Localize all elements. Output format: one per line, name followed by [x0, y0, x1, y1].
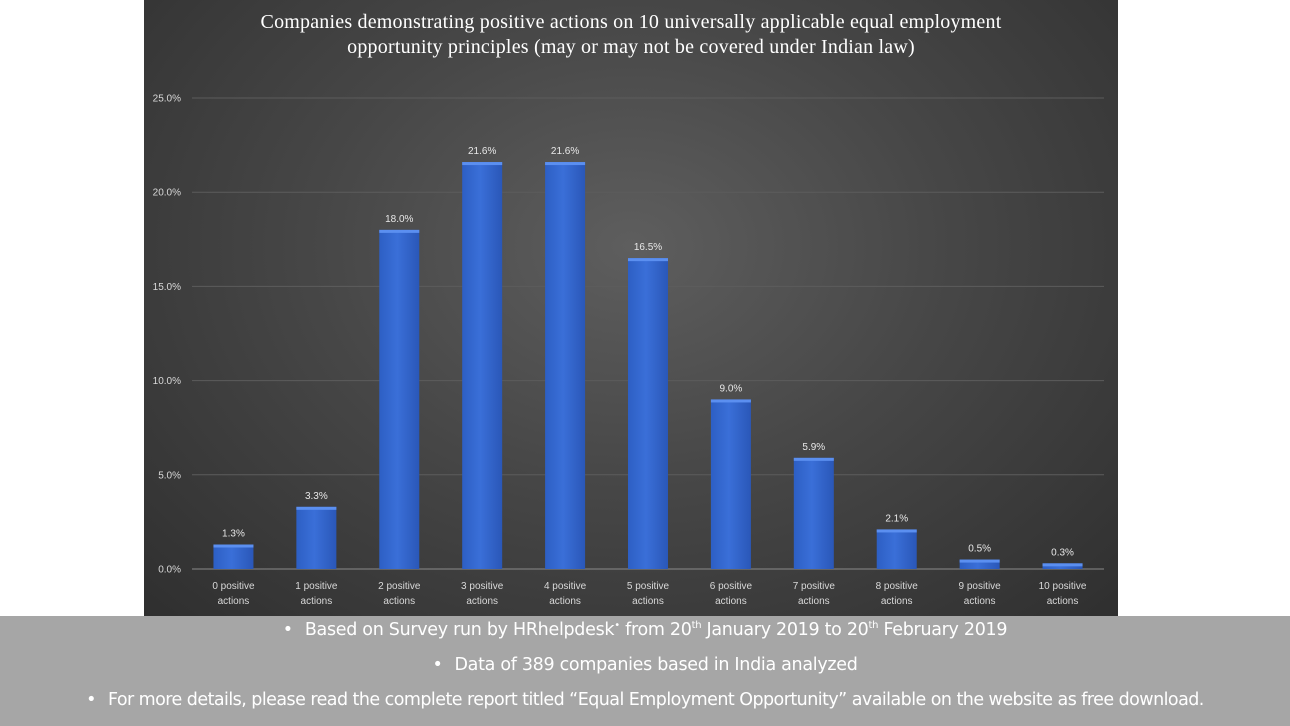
x-tick-label: 8 positive actions [876, 581, 919, 607]
x-tick-label: 2 positive actions [378, 581, 421, 607]
x-tick-label-line: actions [466, 596, 498, 607]
footer-note-companies: • Data of 389 companies based in India an… [0, 654, 1290, 676]
bullet-icon: • [86, 690, 96, 710]
footer-note-report: • For more details, please read the compl… [0, 689, 1290, 711]
x-tick-label: 1 positive actions [295, 581, 338, 607]
x-tick-label-line: actions [881, 596, 913, 607]
bar-chart: 0.0% 5.0% 10.0% 15.0% 20.0% 25.0% 1.3% 0 positi… [153, 94, 1104, 607]
survey-superscript-th-2: th [868, 620, 879, 631]
y-tick-label: 20.0% [153, 188, 181, 199]
bar [379, 229, 420, 569]
companies-text: Data of 389 companies based in India ana… [454, 655, 858, 675]
bar [793, 457, 834, 569]
y-tick-label: 15.0% [153, 282, 181, 293]
x-tick-label-line: actions [632, 596, 664, 607]
data-label: 0.3% [1051, 547, 1074, 558]
bar [959, 559, 1000, 569]
data-label: 16.5% [634, 242, 662, 253]
survey-superscript-mark: • [614, 620, 620, 631]
x-tick-label-line: actions [218, 596, 250, 607]
x-tick-label-line: actions [798, 596, 830, 607]
bar-top-highlight [213, 544, 254, 548]
x-tick-label-line: actions [301, 596, 333, 607]
x-tick-label-line: 4 positive [544, 581, 587, 592]
chart-title: Companies demonstrating positive actions… [260, 11, 1002, 58]
bullet-icon: • [282, 620, 293, 640]
x-tick-label-line: actions [383, 596, 415, 607]
data-label: 21.6% [551, 146, 579, 157]
bar-top-highlight [296, 506, 337, 510]
bar [628, 258, 668, 569]
x-tick-label: 5 positive actions [627, 581, 670, 607]
survey-superscript-th-1: th [691, 620, 702, 631]
bullet-icon: • [432, 655, 443, 675]
data-label: 21.6% [468, 146, 496, 157]
data-label: 9.0% [720, 383, 743, 394]
bar [462, 162, 503, 569]
bar-top-highlight [793, 457, 834, 461]
x-tick-label: 6 positive actions [710, 581, 753, 607]
x-tick-label: 7 positive actions [793, 581, 836, 607]
bar-top-highlight [628, 258, 668, 262]
x-tick-label-line: 3 positive [461, 581, 504, 592]
x-tick-label: 3 positive actions [461, 581, 504, 607]
x-tick-label-line: 10 positive [1039, 581, 1087, 592]
x-tick-label: 9 positive actions [959, 581, 1002, 607]
data-label: 1.3% [222, 529, 245, 540]
y-tick-label: 0.0% [158, 565, 181, 576]
bar-top-highlight [545, 162, 586, 166]
x-tick-label-line: 1 positive [295, 581, 338, 592]
bar-top-highlight [959, 559, 1000, 563]
footer-notes: • Based on Survey run by HRhelpdesk• from… [0, 616, 1290, 726]
x-tick-label-line: 7 positive [793, 581, 836, 592]
x-tick-label-line: actions [549, 596, 581, 607]
x-tick-label-line: actions [1047, 596, 1079, 607]
bar [545, 162, 586, 569]
bar [296, 506, 337, 569]
survey-text-from: from 20 [619, 620, 692, 640]
x-tick-label-line: 2 positive [378, 581, 421, 592]
bar-top-highlight [379, 229, 420, 233]
x-tick-label-line: actions [715, 596, 747, 607]
y-tick-label: 25.0% [153, 94, 181, 105]
data-label: 3.3% [305, 491, 328, 502]
y-tick-label: 5.0% [158, 470, 181, 481]
chart-panel: 0.0% 5.0% 10.0% 15.0% 20.0% 25.0% 1.3% 0 positi… [144, 0, 1118, 616]
report-text: For more details, please read the comple… [107, 690, 1204, 710]
bar [876, 529, 917, 569]
x-tick-label-line: 9 positive [959, 581, 1002, 592]
data-label: 18.0% [385, 214, 413, 225]
survey-text-february: February 2019 [878, 620, 1008, 640]
y-tick-label: 10.0% [153, 376, 181, 387]
data-label: 0.5% [968, 544, 991, 555]
x-tick-label-line: actions [964, 596, 996, 607]
data-label: 2.1% [885, 513, 908, 524]
footer-note-survey: • Based on Survey run by HRhelpdesk• from… [0, 619, 1290, 641]
bar-top-highlight [876, 529, 917, 533]
x-tick-label-line: 5 positive [627, 581, 670, 592]
x-tick-label: 0 positive actions [212, 581, 255, 607]
x-tick-label: 10 positive actions [1039, 581, 1087, 607]
x-tick-label-line: 8 positive [876, 581, 919, 592]
x-tick-label-line: 6 positive [710, 581, 753, 592]
x-tick-label: 4 positive actions [544, 581, 587, 607]
survey-text-january: January 2019 to 20 [701, 620, 869, 640]
bar [710, 399, 751, 569]
survey-text-start: Based on Survey run by HRhelpdesk [304, 620, 615, 640]
x-tick-label-line: 0 positive [212, 581, 255, 592]
bar [213, 544, 254, 569]
bar-top-highlight [462, 162, 503, 166]
bar-top-highlight [1042, 563, 1083, 567]
data-label: 5.9% [802, 442, 825, 453]
bar-top-highlight [710, 399, 751, 403]
